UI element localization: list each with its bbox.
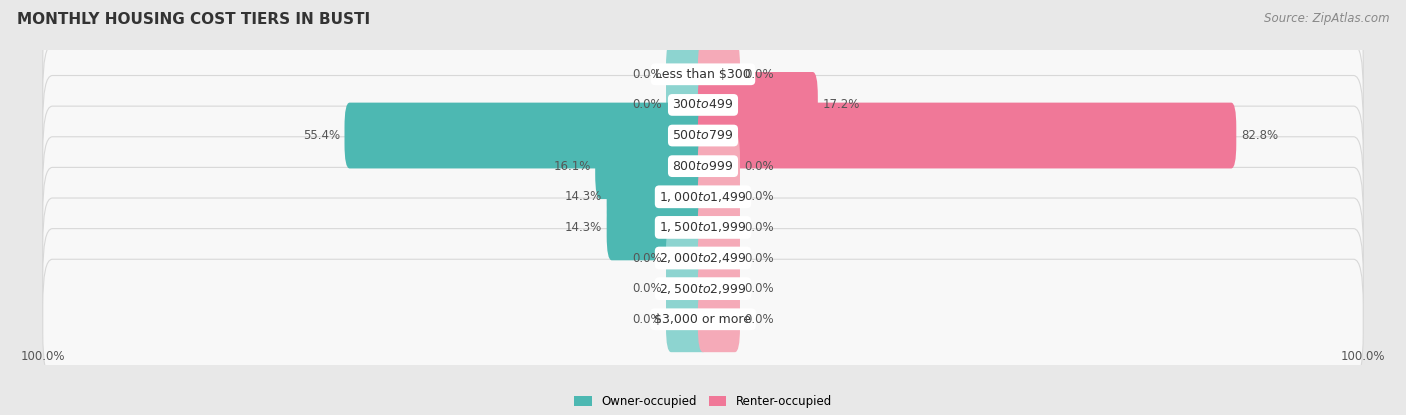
Text: 14.3%: 14.3% (565, 190, 602, 203)
FancyBboxPatch shape (666, 225, 709, 291)
Text: 55.4%: 55.4% (302, 129, 340, 142)
Text: 0.0%: 0.0% (744, 282, 775, 295)
Text: Less than $300: Less than $300 (655, 68, 751, 81)
FancyBboxPatch shape (697, 133, 740, 199)
Text: 0.0%: 0.0% (744, 160, 775, 173)
FancyBboxPatch shape (42, 259, 1364, 379)
FancyBboxPatch shape (42, 167, 1364, 288)
Text: $1,500 to $1,999: $1,500 to $1,999 (659, 220, 747, 234)
Text: 0.0%: 0.0% (744, 190, 775, 203)
FancyBboxPatch shape (697, 103, 1236, 168)
FancyBboxPatch shape (42, 76, 1364, 195)
Text: 0.0%: 0.0% (631, 251, 662, 264)
Text: $2,000 to $2,499: $2,000 to $2,499 (659, 251, 747, 265)
FancyBboxPatch shape (697, 256, 740, 322)
FancyBboxPatch shape (42, 229, 1364, 349)
Text: 0.0%: 0.0% (631, 68, 662, 81)
FancyBboxPatch shape (697, 195, 740, 260)
Text: 17.2%: 17.2% (823, 98, 859, 111)
Text: $2,500 to $2,999: $2,500 to $2,999 (659, 282, 747, 295)
Text: $300 to $499: $300 to $499 (672, 98, 734, 111)
Text: 0.0%: 0.0% (744, 313, 775, 326)
Text: 82.8%: 82.8% (1240, 129, 1278, 142)
Text: 0.0%: 0.0% (631, 98, 662, 111)
Text: 0.0%: 0.0% (744, 221, 775, 234)
Legend: Owner-occupied, Renter-occupied: Owner-occupied, Renter-occupied (569, 391, 837, 413)
Text: MONTHLY HOUSING COST TIERS IN BUSTI: MONTHLY HOUSING COST TIERS IN BUSTI (17, 12, 370, 27)
FancyBboxPatch shape (666, 256, 709, 322)
FancyBboxPatch shape (42, 45, 1364, 165)
FancyBboxPatch shape (595, 133, 709, 199)
FancyBboxPatch shape (697, 286, 740, 352)
Text: Source: ZipAtlas.com: Source: ZipAtlas.com (1264, 12, 1389, 25)
Text: 100.0%: 100.0% (1341, 349, 1385, 363)
FancyBboxPatch shape (42, 106, 1364, 226)
Text: $800 to $999: $800 to $999 (672, 160, 734, 173)
FancyBboxPatch shape (697, 164, 740, 229)
Text: 0.0%: 0.0% (631, 282, 662, 295)
Text: 14.3%: 14.3% (565, 221, 602, 234)
Text: $500 to $799: $500 to $799 (672, 129, 734, 142)
FancyBboxPatch shape (42, 14, 1364, 134)
Text: 100.0%: 100.0% (21, 349, 65, 363)
Text: 16.1%: 16.1% (554, 160, 591, 173)
FancyBboxPatch shape (697, 72, 818, 138)
FancyBboxPatch shape (42, 137, 1364, 257)
FancyBboxPatch shape (697, 42, 740, 107)
FancyBboxPatch shape (42, 198, 1364, 318)
Text: $1,000 to $1,499: $1,000 to $1,499 (659, 190, 747, 204)
Text: $3,000 or more: $3,000 or more (655, 313, 751, 326)
FancyBboxPatch shape (666, 286, 709, 352)
FancyBboxPatch shape (344, 103, 709, 168)
FancyBboxPatch shape (666, 42, 709, 107)
FancyBboxPatch shape (697, 225, 740, 291)
Text: 0.0%: 0.0% (631, 313, 662, 326)
FancyBboxPatch shape (606, 195, 709, 260)
FancyBboxPatch shape (666, 72, 709, 138)
Text: 0.0%: 0.0% (744, 68, 775, 81)
FancyBboxPatch shape (606, 164, 709, 229)
Text: 0.0%: 0.0% (744, 251, 775, 264)
